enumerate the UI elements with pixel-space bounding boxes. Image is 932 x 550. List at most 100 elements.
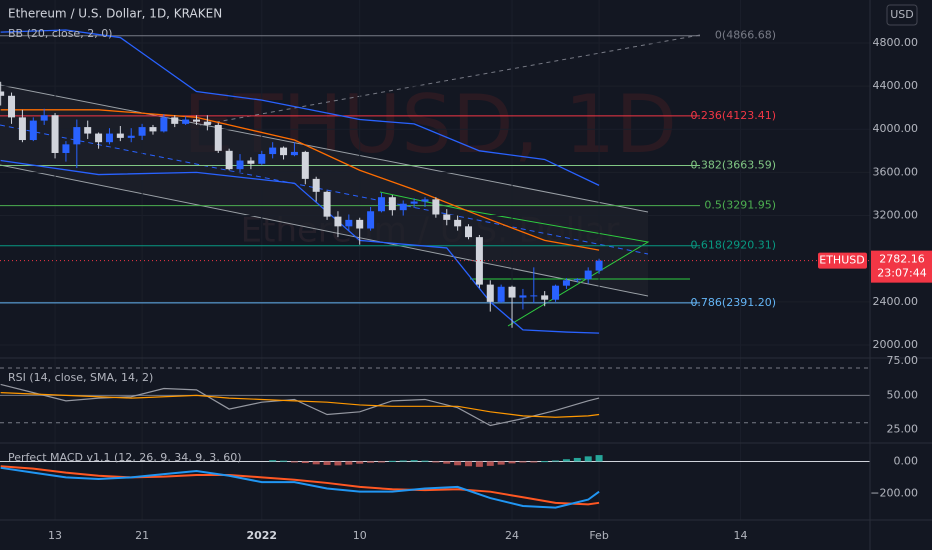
macd-hist xyxy=(301,461,309,464)
candle-body xyxy=(8,95,16,118)
rsi-tick-label: 75.00 xyxy=(887,354,919,367)
candle-body xyxy=(541,295,549,300)
candle-body xyxy=(421,199,429,202)
macd-hist xyxy=(356,461,364,464)
currency[interactable]: USD xyxy=(890,8,914,21)
bb-upper xyxy=(0,29,600,186)
candle-body xyxy=(290,151,298,156)
rsi-tick-label: 25.00 xyxy=(887,423,919,436)
candle-body xyxy=(475,237,483,285)
macd-hist xyxy=(475,461,483,467)
candle-body xyxy=(247,160,255,164)
macd-hist xyxy=(280,460,288,462)
candle-body xyxy=(138,127,146,136)
macd-signal xyxy=(0,465,600,506)
candle-body xyxy=(95,133,103,143)
macd-hist xyxy=(497,461,505,465)
bb-basis xyxy=(0,109,600,251)
symbol-box xyxy=(818,252,867,269)
macd-line xyxy=(0,466,600,509)
price-box xyxy=(871,250,932,283)
candle-body xyxy=(519,295,527,298)
rsi-label: RSI (14, close, SMA, 14, 2) xyxy=(8,371,153,384)
candle-body xyxy=(171,117,179,124)
x-tick-label: 21 xyxy=(135,529,149,542)
y-tick-label: 4000.00 xyxy=(873,122,919,135)
candle-body xyxy=(18,117,26,141)
macd-hist xyxy=(290,461,298,463)
macd-hist xyxy=(443,461,451,464)
channel-fill xyxy=(0,85,648,296)
macd-hist xyxy=(388,460,396,462)
candle-body xyxy=(280,147,288,156)
fib-label: 0(4866.68) xyxy=(715,29,776,42)
macd-tick-label: 0.00 xyxy=(894,454,919,467)
macd-hist xyxy=(519,461,527,463)
macd-hist xyxy=(334,461,342,466)
candle-body xyxy=(595,260,603,271)
macd-hist xyxy=(345,461,353,465)
x-tick-label: 13 xyxy=(48,529,62,542)
currency-box[interactable] xyxy=(886,4,918,26)
candle-body xyxy=(356,219,364,229)
rsi-ma-line xyxy=(0,392,600,418)
candle-body xyxy=(530,295,538,297)
symbol: ETHUSD xyxy=(819,254,864,267)
macd-hist xyxy=(269,460,277,462)
macd-hist xyxy=(312,461,320,465)
candle-body xyxy=(51,115,59,153)
plot: 0(4866.68) 0.236(4123.41) 0.382(3663.59) 0.… xyxy=(0,28,870,509)
macd-hist xyxy=(541,461,549,463)
candle-body xyxy=(40,115,48,121)
candle-body xyxy=(486,284,494,302)
candle-body xyxy=(584,270,592,280)
candle-body xyxy=(334,216,342,227)
candle-body xyxy=(116,133,124,138)
channel-lower xyxy=(0,164,649,297)
candle-body xyxy=(127,135,135,138)
macd-hist xyxy=(584,456,592,462)
candle-body xyxy=(377,197,385,212)
countdown: 23:07:44 xyxy=(877,267,926,280)
macd-hist xyxy=(410,460,418,462)
candle-body xyxy=(193,119,201,122)
candle-body xyxy=(312,178,320,192)
rsi-line xyxy=(0,383,600,427)
macd-hist xyxy=(508,461,516,464)
macd-hist xyxy=(573,457,581,462)
macd-hist xyxy=(486,461,494,466)
fib-label: 0.786(2391.20) xyxy=(690,296,776,309)
candle-body xyxy=(301,151,309,179)
candle-body xyxy=(203,121,211,125)
candle-body xyxy=(443,214,451,220)
macd-hist xyxy=(552,460,560,462)
macd-hist xyxy=(323,461,331,465)
candle-body xyxy=(160,117,168,132)
fib-label: 0.618(2920.31) xyxy=(690,239,776,252)
candle-body xyxy=(225,150,233,170)
candle-body xyxy=(182,119,190,124)
x-tick-label: 2022 xyxy=(246,529,277,542)
bb-lower xyxy=(0,159,600,334)
candle-body xyxy=(399,203,407,211)
candle-body xyxy=(432,199,440,215)
candle-body xyxy=(105,133,113,143)
macd-hist xyxy=(465,461,473,467)
macd-hist xyxy=(399,460,407,462)
x-tick-label: 10 xyxy=(353,529,367,542)
candle-body xyxy=(410,201,418,204)
candle-body xyxy=(345,219,353,227)
x-tick-label: 14 xyxy=(734,529,748,542)
fib-label: 0.236(4123.41) xyxy=(690,109,776,122)
macd-hist xyxy=(421,460,429,462)
y-tick-label: 4400.00 xyxy=(873,79,919,92)
candle-body xyxy=(508,286,516,298)
candle-body xyxy=(552,285,560,300)
candle-body xyxy=(62,144,70,153)
candle-body xyxy=(29,120,37,141)
fib-label: 0.5(3291.95) xyxy=(704,199,776,212)
macd-hist xyxy=(432,461,440,463)
macd-label: Perfect MACD v1.1 (12, 26, 9, 34, 9, 3, … xyxy=(8,451,242,464)
